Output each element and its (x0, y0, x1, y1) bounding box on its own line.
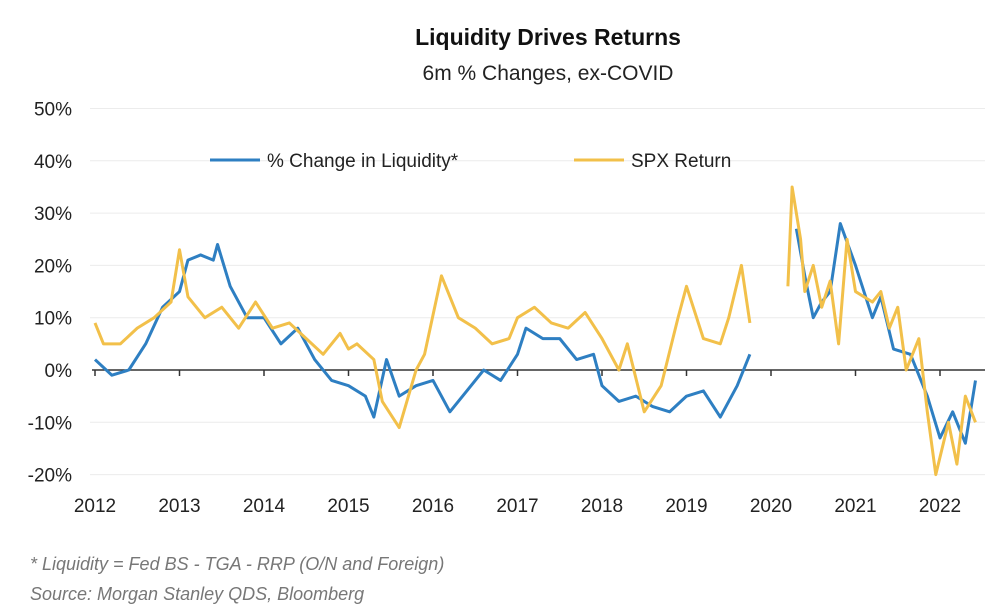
x-tick-label: 2015 (327, 496, 369, 517)
y-tick-label: -20% (28, 466, 72, 487)
x-tick-label: 2020 (750, 496, 792, 517)
y-tick-label: 20% (34, 256, 72, 277)
y-tick-label: 30% (34, 204, 72, 225)
y-tick-label: 50% (34, 100, 72, 121)
x-tick-label: 2014 (243, 496, 286, 517)
x-tick-label: 2019 (665, 496, 707, 517)
series-line-spx (786, 185, 977, 477)
legend: % Change in Liquidity* SPX Return (210, 151, 731, 172)
x-tick-label: 2016 (412, 496, 454, 517)
series-line-spx (93, 248, 752, 430)
y-tick-label: 10% (34, 309, 72, 330)
x-tick-label: 2022 (919, 496, 961, 517)
x-tick-label: 2021 (834, 496, 876, 517)
legend-label-spx: SPX Return (631, 151, 731, 172)
series-line-liquidity (794, 222, 977, 445)
footnote-liquidity: * Liquidity = Fed BS - TGA - RRP (O/N an… (30, 554, 444, 574)
y-tick-label: 40% (34, 152, 72, 173)
footnote-source: Source: Morgan Stanley QDS, Bloomberg (30, 584, 364, 604)
legend-label-liquidity: % Change in Liquidity* (267, 151, 459, 172)
y-tick-label: 0% (45, 361, 73, 382)
x-tick-label: 2012 (74, 496, 116, 517)
series-line-liquidity (93, 242, 752, 419)
y-tick-label: -10% (28, 413, 72, 434)
chart-subtitle: 6m % Changes, ex-COVID (423, 62, 674, 85)
x-tick-label: 2018 (581, 496, 623, 517)
chart-title: Liquidity Drives Returns (415, 24, 681, 50)
x-tick-label: 2013 (158, 496, 200, 517)
x-tick-label: 2017 (496, 496, 538, 517)
